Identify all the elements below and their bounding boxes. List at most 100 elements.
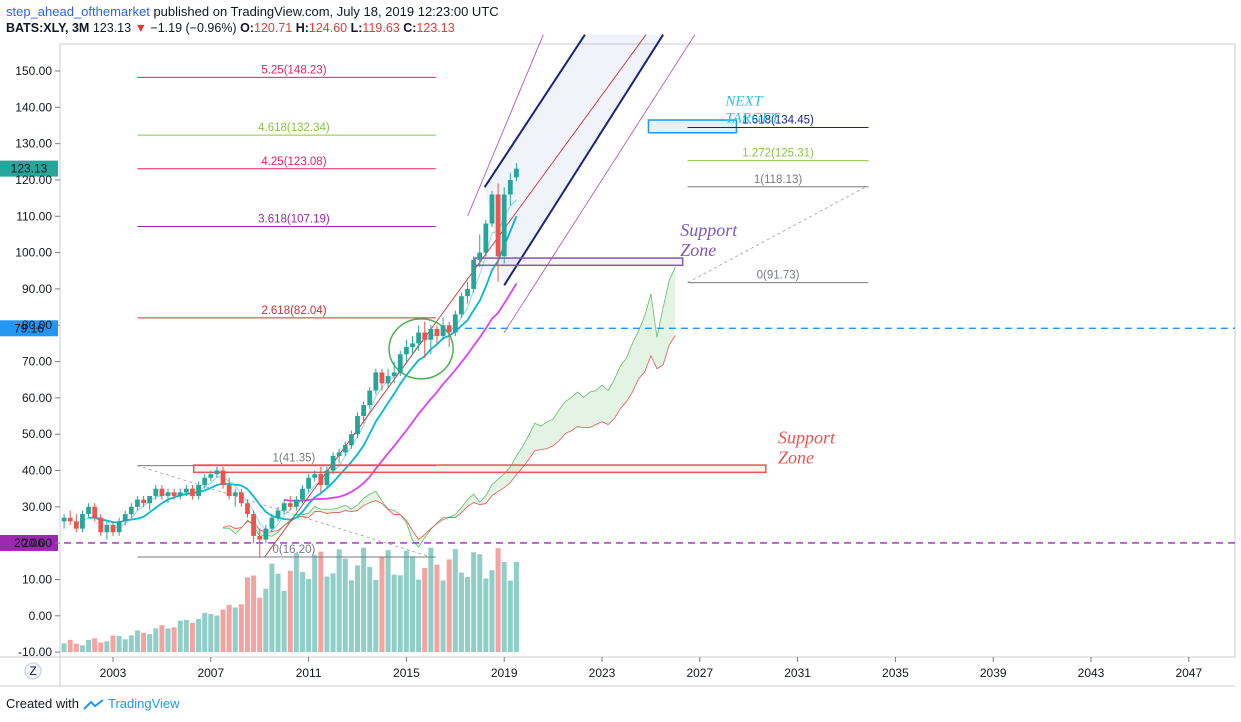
volume-bar (238, 604, 244, 653)
support-zone-upper (474, 257, 684, 267)
x-tick-label: 2035 (882, 666, 909, 680)
volume-bar (104, 641, 110, 653)
candle-body (459, 296, 464, 315)
volume-bar (416, 579, 422, 653)
volume-bar (361, 547, 367, 653)
fib-level-label: 4.25(123.08) (261, 156, 326, 168)
candle-body (312, 474, 318, 478)
candle-body (98, 517, 104, 533)
volume-bar (483, 578, 489, 653)
volume-bar (189, 622, 195, 653)
channel-median-line (264, 34, 647, 558)
tradingview-brand[interactable]: TradingView (108, 696, 180, 711)
x-tick-label: 2031 (784, 666, 811, 680)
volume-bar (153, 628, 159, 653)
candle-body (489, 194, 495, 224)
channel-outer-upper-line (467, 34, 544, 217)
channel-upper-line (483, 34, 586, 188)
candle-body (355, 416, 360, 435)
annotation-text: Support (778, 427, 836, 447)
volume-bar (446, 559, 452, 653)
y-tick-label: 70.00 (22, 355, 52, 369)
ma-slow-line (284, 282, 518, 502)
support-zones (192, 119, 767, 474)
fib-level-label: 3.618(107.19) (258, 213, 330, 225)
volume-bar (495, 548, 501, 653)
y-tick-label: 50.00 (22, 427, 52, 441)
price-badge-label: 123.13 (11, 162, 48, 176)
candle-body (300, 488, 305, 500)
volume-layer (61, 547, 519, 653)
candle-body (183, 488, 189, 493)
x-tick-label: 2015 (393, 666, 420, 680)
volume-bar (73, 643, 79, 653)
candle-body (135, 499, 140, 507)
x-tick-label: 2007 (197, 666, 224, 680)
candle-body (263, 528, 269, 540)
x-tick-label: 2023 (589, 666, 616, 680)
y-tick-label: 80.00 (22, 318, 52, 332)
candle-body (269, 517, 275, 529)
volume-bar (202, 612, 208, 653)
author-link[interactable]: step_ahead_ofthemarket (6, 4, 150, 19)
candle-body (122, 514, 128, 522)
candle-body (373, 372, 379, 391)
x-axis[interactable]: 2003 2007 2011 2015 2019 2023 2027 2031 2035 2039… (100, 657, 1203, 680)
y-tick-label: -10.00 (18, 645, 52, 659)
volume-bar (165, 628, 171, 653)
channel-fill (484, 34, 664, 286)
volume-bar (79, 645, 85, 653)
volume-bar (471, 552, 477, 653)
candle-body (275, 510, 281, 518)
high-label: H: (295, 21, 309, 35)
candle-body (80, 514, 85, 529)
candle-body (416, 332, 422, 344)
x-tick-label: 2019 (491, 666, 518, 680)
x-tick-label: 2003 (100, 666, 127, 680)
candle-body (208, 474, 214, 478)
volume-bar (177, 620, 183, 653)
candle-body (446, 325, 452, 333)
symbol-label: BATS:XLY, 3M (6, 21, 90, 35)
fib-level-label: 2.618(82.04) (261, 305, 326, 317)
candle-body (67, 517, 73, 522)
candle-body (110, 525, 116, 533)
candle-body (385, 376, 391, 384)
candle-body (318, 474, 324, 486)
volume-bar (342, 558, 348, 653)
candle-body (306, 477, 311, 489)
y-axis[interactable]: 150.00 140.00 130.00 120.00 110.00 100.00 90.0… (15, 64, 60, 659)
y-tick-label: 130.00 (15, 137, 52, 151)
volume-bar (501, 562, 507, 653)
target-zone (647, 119, 738, 134)
volume-bar (452, 549, 458, 653)
candle-body (92, 506, 98, 518)
volume-bar (306, 578, 312, 653)
volume-bar (232, 607, 238, 653)
price-chart[interactable]: 5.25(148.23) 4.618(132.34) 4.25(123.08) 3.6… (0, 0, 1241, 690)
candle-body (507, 179, 513, 195)
candle-body (428, 328, 434, 340)
annotation-text: TARGET (725, 111, 781, 127)
fib-level-label: 0(91.73) (757, 270, 800, 282)
open-value: 120.71 (253, 21, 293, 35)
volume-bar (403, 550, 409, 653)
volume-bar (116, 635, 122, 653)
candle-body (220, 470, 226, 486)
candle-body (397, 354, 403, 373)
created-with-text: Created with (6, 696, 79, 711)
candle-body (116, 521, 122, 533)
y-tick-label: 10.00 (22, 572, 52, 586)
candle-body (391, 372, 397, 377)
volume-bar (355, 565, 360, 653)
volume-bar (410, 556, 416, 653)
volume-bar (422, 567, 428, 653)
zoom-button[interactable]: Z (24, 662, 42, 680)
volume-bar (251, 575, 257, 653)
volume-bar (440, 580, 446, 653)
y-tick-label: 100.00 (15, 246, 52, 260)
volume-bar (458, 572, 464, 653)
volume-bar (92, 638, 98, 653)
zoom-button-label: Z (29, 664, 36, 678)
y-tick-label: 40.00 (22, 464, 52, 478)
